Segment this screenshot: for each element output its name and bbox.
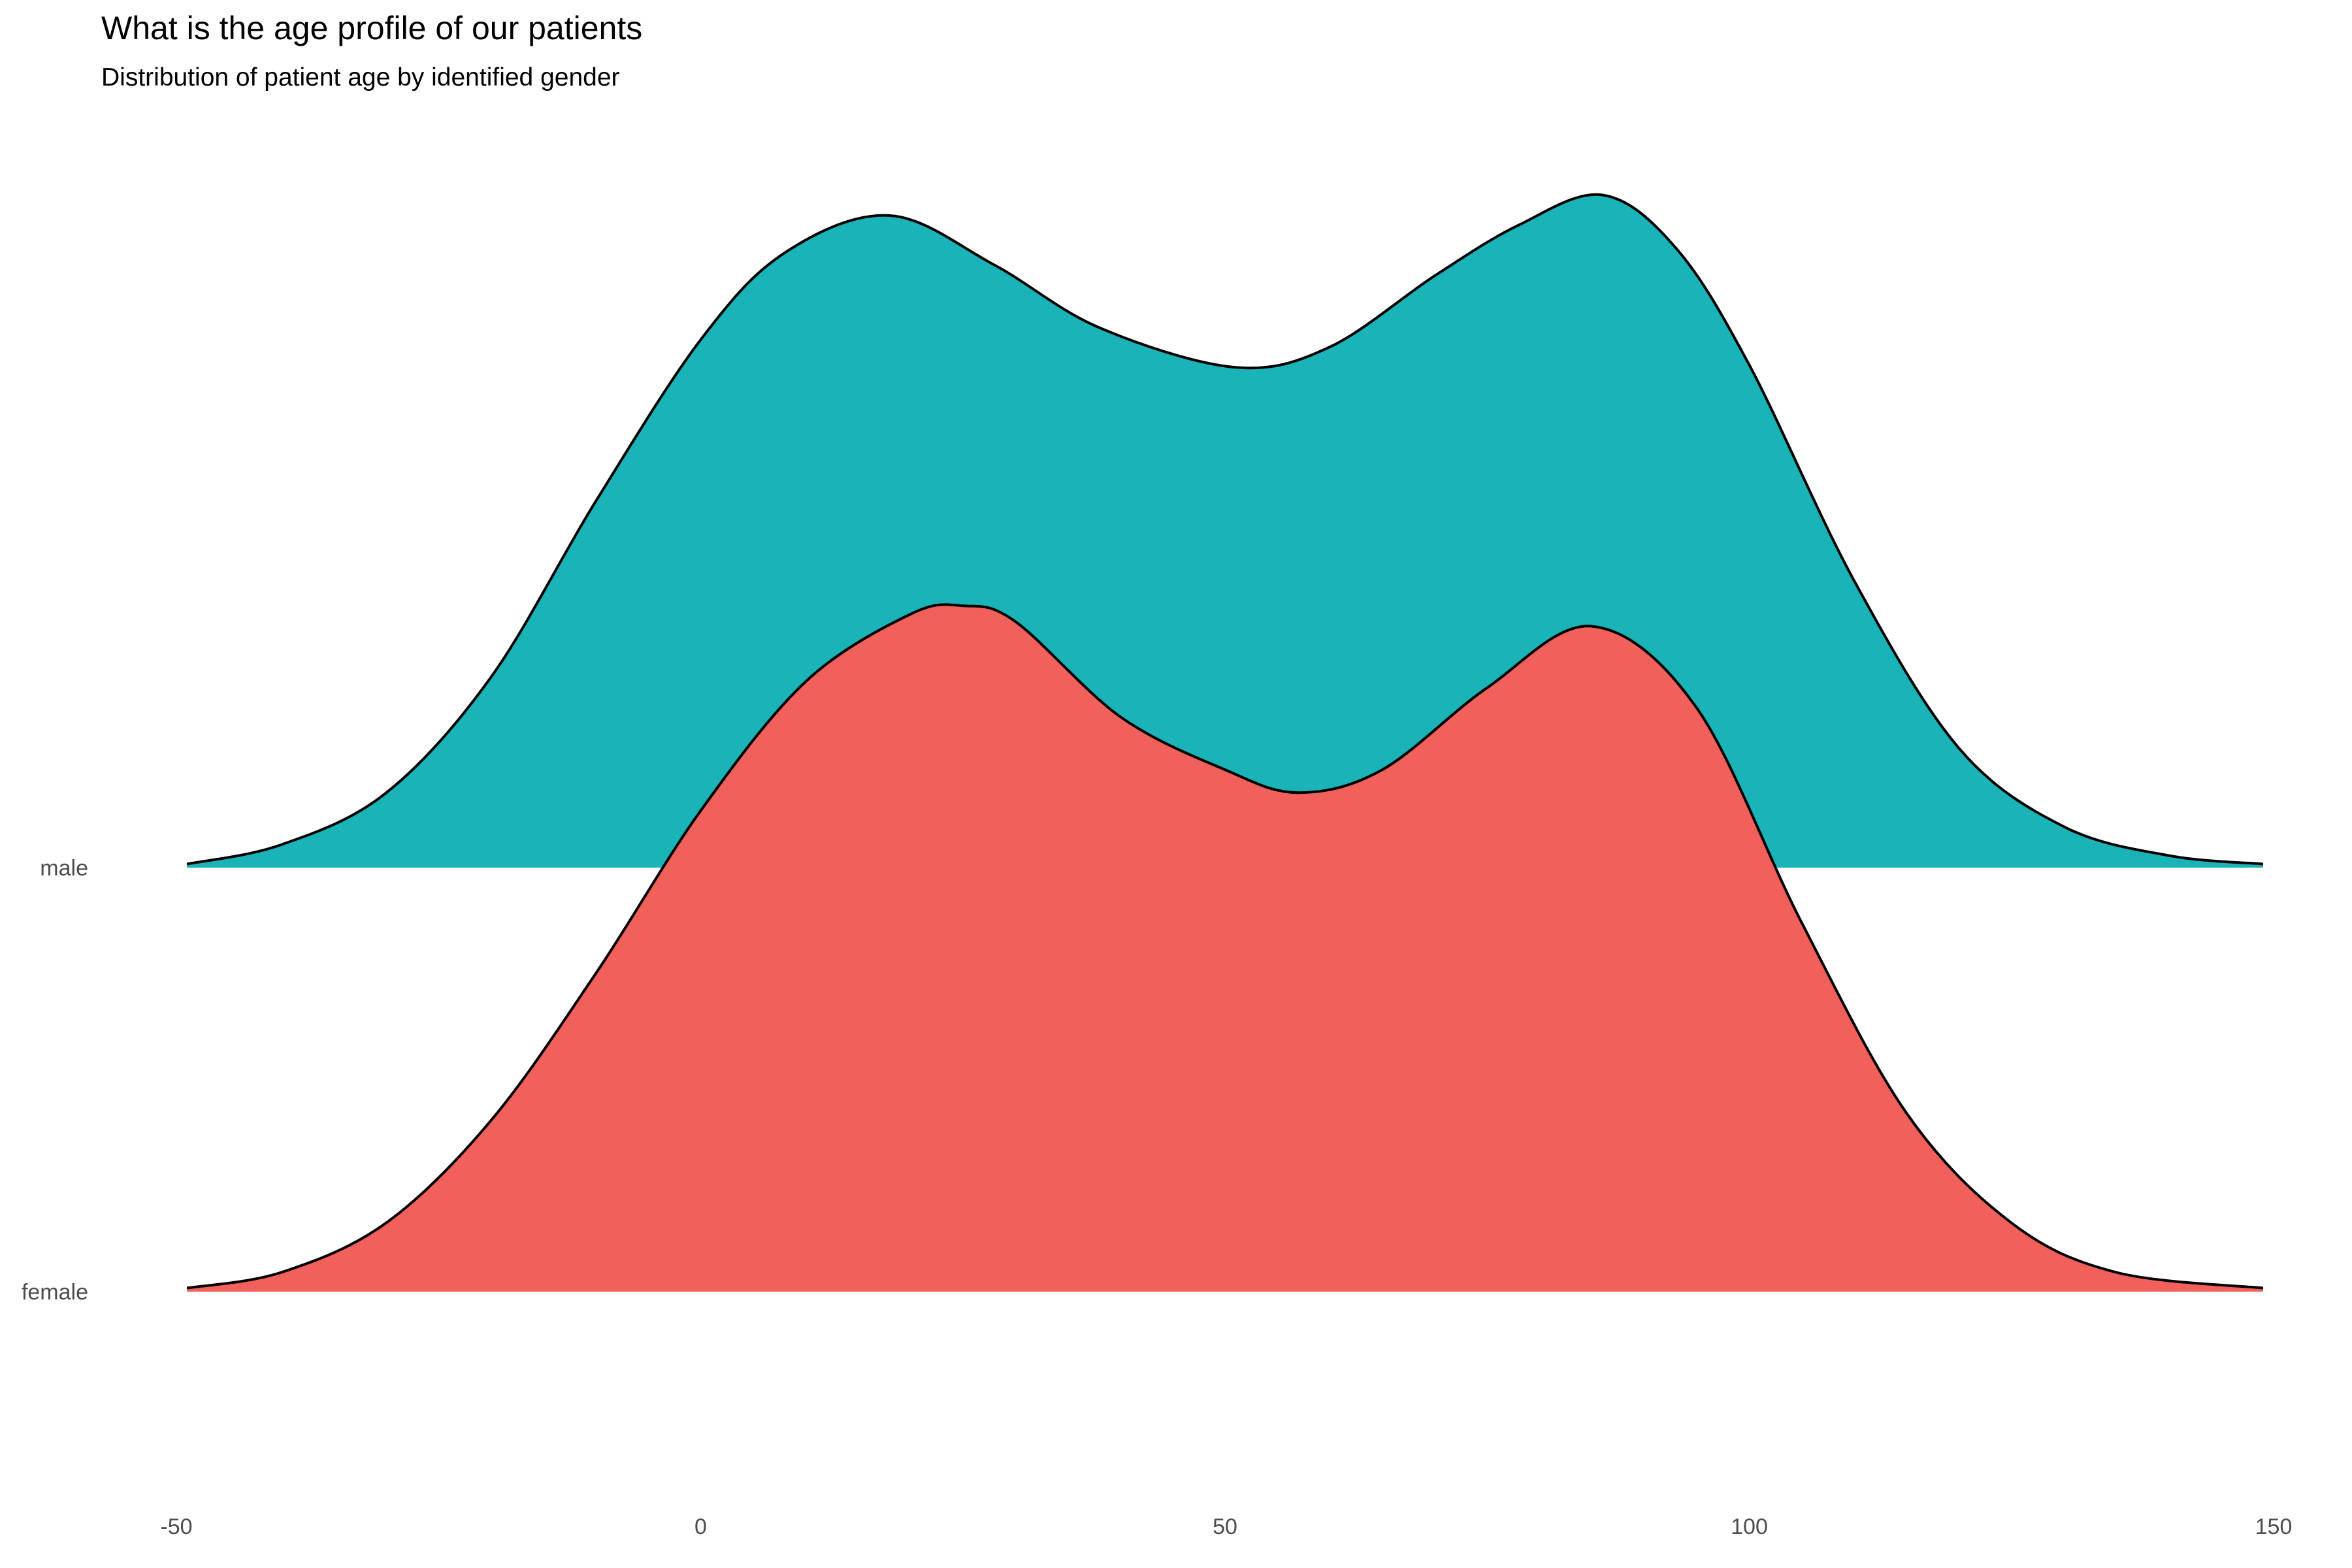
y-tick-label-female: female (22, 1280, 88, 1305)
ridge-area-male (187, 194, 2263, 868)
x-tick-label: 0 (694, 1514, 707, 1539)
x-tick-label: -50 (160, 1514, 192, 1539)
ridge-area-female (187, 604, 2263, 1292)
y-axis-labels: female male (22, 856, 88, 1305)
chart-subtitle: Distribution of patient age by identifie… (101, 63, 620, 91)
ridge-outline-male (186, 193, 2264, 866)
x-tick-label: 50 (1213, 1514, 1237, 1539)
chart-title: What is the age profile of our patients (101, 10, 642, 46)
x-tick-label: 100 (1731, 1514, 1768, 1539)
ridge-outline-female (186, 603, 2264, 1290)
x-axis-tick-labels: -50 0 50 100 150 (160, 1514, 2292, 1539)
ridges-layer (186, 193, 2264, 1292)
y-tick-label-male: male (40, 856, 88, 881)
x-tick-label: 150 (2255, 1514, 2293, 1539)
